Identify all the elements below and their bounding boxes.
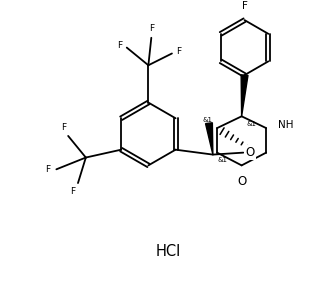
Text: &1: &1 — [202, 117, 212, 123]
Text: F: F — [149, 24, 154, 33]
Text: O: O — [246, 146, 255, 159]
Polygon shape — [241, 75, 248, 116]
Text: F: F — [117, 41, 122, 50]
Text: F: F — [176, 47, 181, 56]
Text: F: F — [242, 1, 248, 11]
Text: F: F — [71, 188, 76, 196]
Polygon shape — [206, 123, 213, 155]
Text: &1: &1 — [218, 157, 228, 163]
Text: F: F — [45, 165, 50, 174]
Text: F: F — [61, 122, 66, 132]
Text: &1: &1 — [246, 121, 256, 127]
Text: HCl: HCl — [155, 244, 181, 259]
Text: O: O — [237, 175, 246, 188]
Text: NH: NH — [278, 120, 293, 130]
